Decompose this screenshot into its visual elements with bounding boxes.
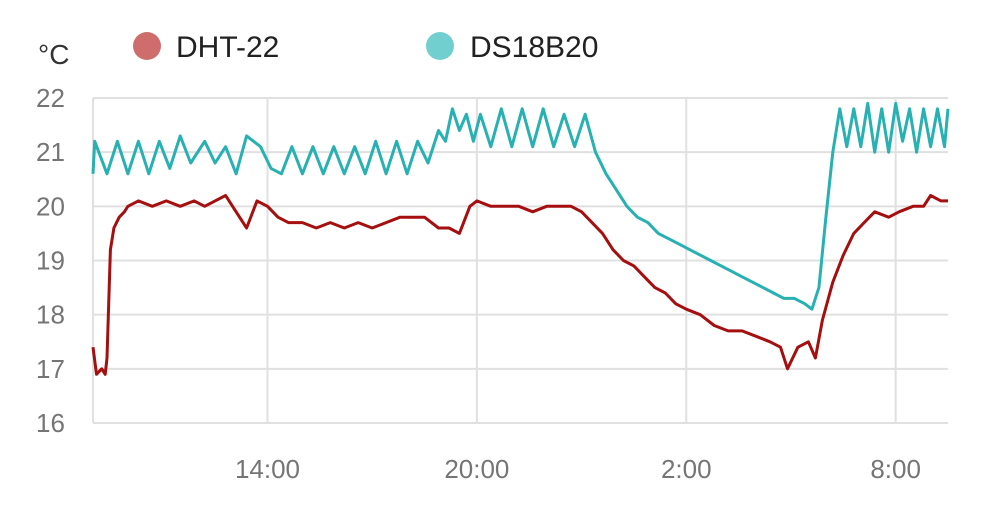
legend-label-ds18b20: DS18B20 bbox=[470, 31, 598, 64]
y-tick-label-18: 18 bbox=[36, 300, 65, 330]
legend-item-ds18b20[interactable]: DS18B20 bbox=[426, 31, 598, 64]
y-unit-label: °C bbox=[38, 39, 69, 70]
legend-dot-ds18b20 bbox=[426, 32, 454, 60]
y-tick-label-20: 20 bbox=[36, 191, 65, 221]
legend-item-dht22[interactable]: DHT-22 bbox=[133, 31, 279, 64]
series-layer bbox=[91, 101, 950, 376]
x-tick-label-20:00: 20:00 bbox=[444, 454, 509, 484]
x-tick-label-2:00: 2:00 bbox=[661, 454, 712, 484]
grid bbox=[92, 97, 948, 424]
legend-dot-dht22 bbox=[133, 32, 161, 60]
y-tick-label-22: 22 bbox=[36, 83, 65, 113]
y-axis: 16 17 18 19 20 21 22 bbox=[36, 83, 65, 438]
y-tick-label-19: 19 bbox=[36, 246, 65, 276]
legend[interactable]: DHT-22 DS18B20 bbox=[133, 31, 598, 64]
y-tick-label-21: 21 bbox=[36, 137, 65, 167]
x-tick-label-14:00: 14:00 bbox=[235, 454, 300, 484]
y-tick-label-17: 17 bbox=[36, 354, 65, 384]
x-tick-label-8:00: 8:00 bbox=[870, 454, 921, 484]
series-line-dht22 bbox=[91, 194, 948, 376]
legend-label-dht22: DHT-22 bbox=[176, 31, 279, 64]
x-axis: 14:00 20:00 2:00 8:00 bbox=[235, 454, 921, 484]
y-tick-label-16: 16 bbox=[36, 408, 65, 438]
series-line-ds18b20 bbox=[91, 101, 950, 311]
